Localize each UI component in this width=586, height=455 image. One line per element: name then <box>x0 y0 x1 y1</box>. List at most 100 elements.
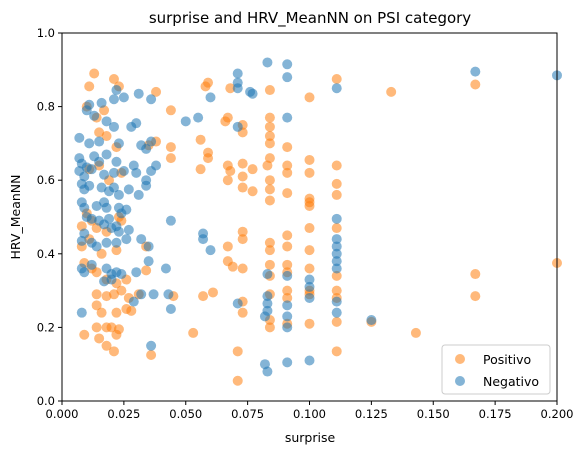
data-point-positivo <box>264 112 275 123</box>
data-point-negativo <box>331 213 342 224</box>
data-point-positivo <box>108 346 119 357</box>
data-point-negativo <box>111 85 122 96</box>
data-point-negativo <box>304 292 315 303</box>
y-tick-label: 0.8 <box>37 100 55 114</box>
data-point-positivo <box>94 127 105 138</box>
data-point-positivo <box>141 265 152 276</box>
data-point-negativo <box>193 112 204 123</box>
data-point-negativo <box>121 234 132 245</box>
data-point-negativo <box>91 241 102 252</box>
data-point-negativo <box>96 182 107 193</box>
data-point-positivo <box>108 289 119 300</box>
data-point-negativo <box>128 296 139 307</box>
data-point-positivo <box>237 234 248 245</box>
data-point-positivo <box>91 300 102 311</box>
x-tick-label: 0.150 <box>417 407 450 421</box>
x-tick-label: 0.075 <box>231 407 264 421</box>
data-point-negativo <box>282 300 293 311</box>
data-point-positivo <box>227 261 238 272</box>
data-point-positivo <box>111 329 122 340</box>
data-point-negativo <box>247 88 258 99</box>
data-point-positivo <box>304 167 315 178</box>
data-point-negativo <box>111 156 122 167</box>
data-point-positivo <box>304 200 315 211</box>
data-point-negativo <box>133 88 144 99</box>
data-point-positivo <box>331 270 342 281</box>
data-point-negativo <box>232 83 243 94</box>
data-point-positivo <box>91 267 102 278</box>
data-point-negativo <box>118 166 129 176</box>
data-point-negativo <box>76 235 87 246</box>
data-point-negativo <box>146 94 157 105</box>
y-tick-label: 1.0 <box>37 26 55 40</box>
data-point-negativo <box>116 208 127 219</box>
data-point-positivo <box>237 263 248 274</box>
data-point-positivo <box>111 245 122 256</box>
data-point-negativo <box>282 59 293 70</box>
data-point-positivo <box>165 142 176 153</box>
data-point-negativo <box>141 180 152 191</box>
y-tick-label: 0.4 <box>37 247 55 261</box>
data-point-negativo <box>89 110 100 121</box>
data-point-positivo <box>304 245 315 256</box>
y-tick-label: 0.0 <box>37 394 55 408</box>
data-point-positivo <box>222 112 233 123</box>
data-point-negativo <box>205 245 216 256</box>
data-point-negativo <box>126 121 137 132</box>
data-point-positivo <box>331 178 342 189</box>
data-point-positivo <box>264 131 275 142</box>
data-point-positivo <box>232 346 243 357</box>
data-point-positivo <box>89 68 100 79</box>
y-tick-label: 0.6 <box>37 173 55 187</box>
data-point-negativo <box>304 281 315 292</box>
data-point-negativo <box>99 169 110 180</box>
data-point-positivo <box>282 292 293 303</box>
data-point-positivo <box>247 164 258 175</box>
data-point-negativo <box>331 248 342 259</box>
data-point-negativo <box>108 182 119 193</box>
data-point-positivo <box>91 322 102 333</box>
legend-label-positivo: Positivo <box>483 352 531 367</box>
data-point-negativo <box>366 315 377 326</box>
data-point-positivo <box>331 316 342 327</box>
data-point-negativo <box>262 366 273 377</box>
data-point-positivo <box>264 184 275 195</box>
data-point-negativo <box>304 274 315 285</box>
data-point-positivo <box>264 237 275 248</box>
data-point-positivo <box>470 79 481 90</box>
data-point-negativo <box>81 105 92 116</box>
data-point-negativo <box>113 189 124 200</box>
data-point-positivo <box>264 153 275 164</box>
x-tick-label: 0.125 <box>355 407 388 421</box>
data-point-positivo <box>237 307 248 318</box>
data-point-negativo <box>116 269 127 280</box>
data-point-negativo <box>84 180 95 191</box>
data-point-negativo <box>331 234 342 245</box>
data-point-positivo <box>470 269 481 280</box>
data-point-negativo <box>148 289 159 300</box>
data-point-negativo <box>282 322 293 333</box>
data-point-negativo <box>198 234 209 245</box>
data-point-positivo <box>195 134 206 145</box>
data-point-negativo <box>304 355 315 366</box>
data-point-positivo <box>237 171 248 182</box>
data-point-negativo <box>262 269 273 280</box>
data-point-positivo <box>331 346 342 357</box>
data-point-negativo <box>96 97 107 108</box>
data-point-positivo <box>222 241 233 252</box>
data-point-positivo <box>126 305 137 316</box>
data-point-positivo <box>151 86 162 97</box>
data-point-positivo <box>264 175 275 186</box>
data-point-positivo <box>264 121 275 132</box>
data-point-negativo <box>94 136 105 147</box>
legend-box <box>441 344 551 395</box>
data-point-negativo <box>146 136 157 147</box>
data-point-negativo <box>259 311 270 322</box>
data-point-positivo <box>203 153 214 164</box>
data-point-positivo <box>96 248 107 259</box>
legend: Positivo Negativo <box>441 344 551 395</box>
data-point-negativo <box>136 234 147 245</box>
data-point-negativo <box>282 270 293 281</box>
data-point-negativo <box>331 241 342 252</box>
data-point-negativo <box>101 116 112 127</box>
